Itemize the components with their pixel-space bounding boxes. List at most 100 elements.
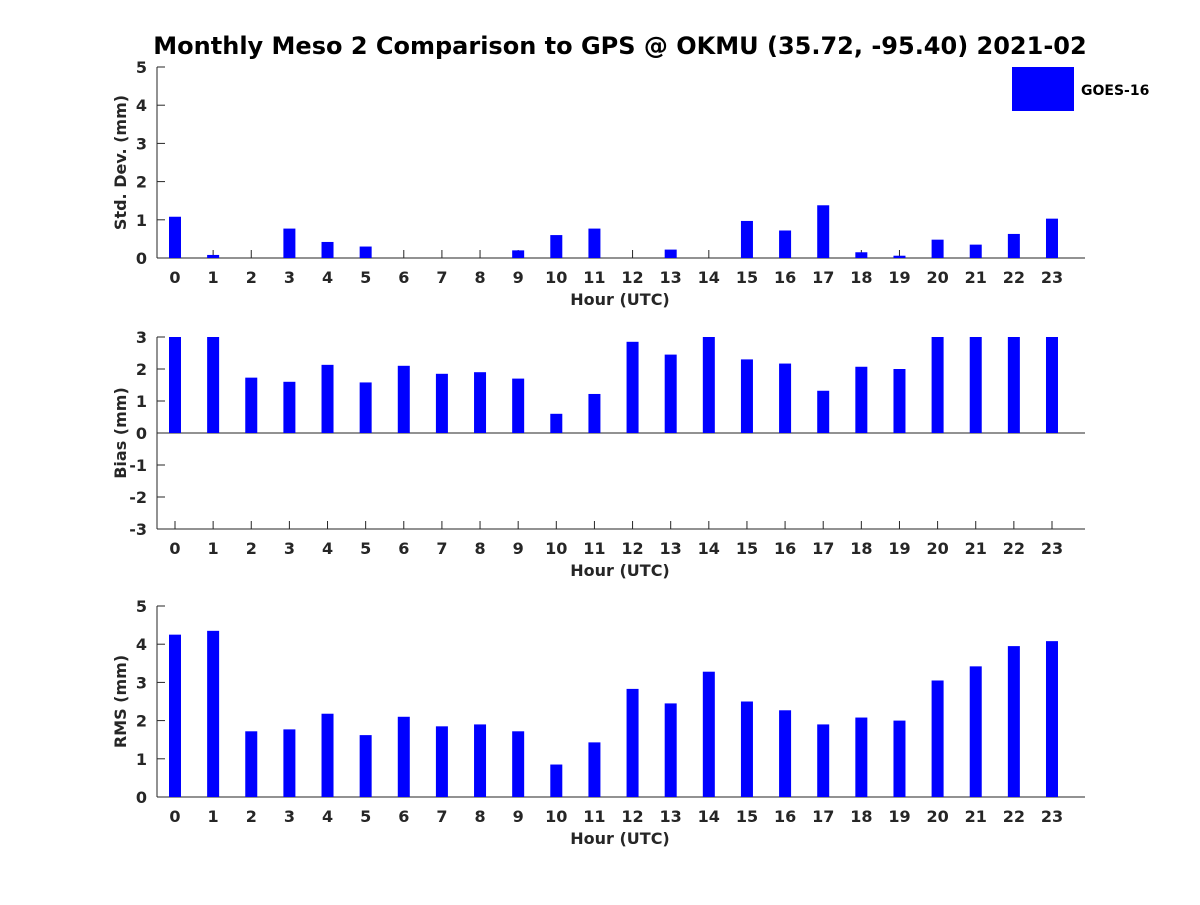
std-dev-x-tick-label: 3 (284, 268, 295, 287)
std-dev-bar-hour-3 (283, 228, 296, 258)
bias-bar-hour-11 (588, 393, 601, 433)
std-dev-x-tick-label: 8 (474, 268, 485, 287)
rms-bar-hour-5 (359, 735, 372, 797)
bias-x-axis-label: Hour (UTC) (570, 561, 670, 580)
rms-x-tick-label: 7 (436, 807, 447, 826)
bias-x-tick-label: 7 (436, 539, 447, 558)
std-dev-x-tick-label: 1 (208, 268, 219, 287)
bias-bar-hour-19 (893, 369, 906, 433)
bias-x-tick-label: 14 (698, 539, 720, 558)
bias-bar-hour-22 (1007, 337, 1020, 433)
bias-x-tick-label: 12 (621, 539, 643, 558)
bias-y-tick-label: 0 (136, 424, 147, 443)
rms-x-tick-label: 21 (965, 807, 987, 826)
std-dev-x-tick-label: 2 (246, 268, 257, 287)
chart-title: Monthly Meso 2 Comparison to GPS @ OKMU … (153, 32, 1086, 60)
bias-bar-hour-4 (321, 364, 334, 433)
std-dev-x-tick-label: 23 (1041, 268, 1063, 287)
bias-bar-hour-9 (512, 378, 525, 433)
std-dev-y-tick-label: 2 (136, 173, 147, 192)
std-dev-x-tick-label: 22 (1003, 268, 1025, 287)
bias-x-tick-label: 11 (583, 539, 605, 558)
bias-x-tick-label: 1 (208, 539, 219, 558)
std-dev-x-tick-label: 0 (169, 268, 180, 287)
std-dev-x-axis-label: Hour (UTC) (570, 290, 670, 309)
std-dev-y-tick-label: 1 (136, 211, 147, 230)
bias-x-tick-label: 16 (774, 539, 796, 558)
rms-x-tick-label: 8 (474, 807, 485, 826)
bias-bar-hour-15 (740, 359, 753, 433)
std-dev-y-tick-label: 4 (136, 96, 147, 115)
rms-x-tick-label: 22 (1003, 807, 1025, 826)
std-dev-bar-hour-21 (969, 244, 982, 258)
std-dev-x-tick-label: 20 (926, 268, 948, 287)
bias-bar-hour-20 (931, 337, 944, 433)
bias-y-tick-label: -2 (129, 488, 147, 507)
rms-x-tick-label: 5 (360, 807, 371, 826)
bias-bar-hour-6 (397, 365, 410, 433)
std-dev-x-tick-label: 17 (812, 268, 834, 287)
std-dev-bar-hour-22 (1007, 233, 1020, 258)
bias-bar-hour-5 (359, 382, 372, 433)
bias-x-tick-label: 10 (545, 539, 567, 558)
std-dev-bar-hour-19 (893, 255, 906, 258)
bias-bar-hour-12 (626, 341, 639, 433)
bias-bar-hour-23 (1045, 337, 1058, 433)
std-dev-bar-hour-18 (855, 252, 868, 258)
rms-y-tick-label: 5 (136, 597, 147, 616)
rms-bar-hour-14 (702, 671, 715, 797)
rms-x-tick-label: 19 (888, 807, 910, 826)
bias-bar-hour-7 (435, 373, 448, 433)
rms-y-tick-label: 4 (136, 635, 147, 654)
rms-y-tick-label: 2 (136, 712, 147, 731)
std-dev-bar-hour-1 (207, 254, 220, 258)
bias-bar-hour-1 (207, 337, 220, 433)
rms-bar-hour-17 (817, 724, 830, 797)
rms-x-tick-label: 11 (583, 807, 605, 826)
legend-label-goes-16: GOES-16 (1081, 83, 1149, 99)
std-dev-bar-hour-15 (740, 220, 753, 258)
rms-bar-hour-18 (855, 717, 868, 797)
bias-bar-hour-13 (664, 354, 677, 433)
std-dev-x-tick-label: 16 (774, 268, 796, 287)
rms-x-tick-label: 2 (246, 807, 257, 826)
std-dev-bar-hour-0 (169, 216, 181, 258)
bias-x-tick-label: 23 (1041, 539, 1063, 558)
std-dev-x-tick-label: 5 (360, 268, 371, 287)
std-dev-x-tick-label: 11 (583, 268, 605, 287)
rms-y-tick-label: 0 (136, 788, 147, 807)
rms-bar-hour-19 (893, 720, 906, 797)
rms-bar-hour-12 (626, 688, 639, 797)
rms-bar-hour-16 (779, 710, 792, 797)
std-dev-x-tick-label: 12 (621, 268, 643, 287)
std-dev-bar-hour-11 (588, 228, 601, 258)
rms-x-axis-label: Hour (UTC) (570, 829, 670, 848)
rms-y-axis-label: RMS (mm) (111, 655, 130, 748)
bias-x-tick-label: 21 (965, 539, 987, 558)
rms-x-tick-label: 15 (736, 807, 758, 826)
rms-bar-hour-11 (588, 742, 601, 797)
rms-x-tick-label: 16 (774, 807, 796, 826)
rms-y-tick-label: 1 (136, 750, 147, 769)
rms-bar-hour-9 (512, 731, 525, 797)
std-dev-x-tick-label: 14 (698, 268, 720, 287)
std-dev-x-tick-label: 13 (660, 268, 682, 287)
std-dev-y-tick-label: 0 (136, 249, 147, 268)
bias-y-tick-label: -3 (129, 520, 147, 539)
bias-bar-hour-3 (283, 381, 296, 433)
bias-x-tick-label: 17 (812, 539, 834, 558)
rms-bar-hour-2 (245, 731, 258, 797)
std-dev-x-tick-label: 9 (513, 268, 524, 287)
std-dev-y-tick-label: 5 (136, 58, 147, 77)
rms-y-tick-label: 3 (136, 673, 147, 692)
rms-x-tick-label: 1 (208, 807, 219, 826)
rms-x-tick-label: 13 (660, 807, 682, 826)
std-dev-x-tick-label: 18 (850, 268, 872, 287)
rms-x-tick-label: 3 (284, 807, 295, 826)
bias-x-tick-label: 20 (926, 539, 948, 558)
std-dev-bar-hour-23 (1045, 218, 1058, 258)
rms-x-tick-label: 14 (698, 807, 720, 826)
rms-bar-hour-3 (283, 729, 296, 797)
